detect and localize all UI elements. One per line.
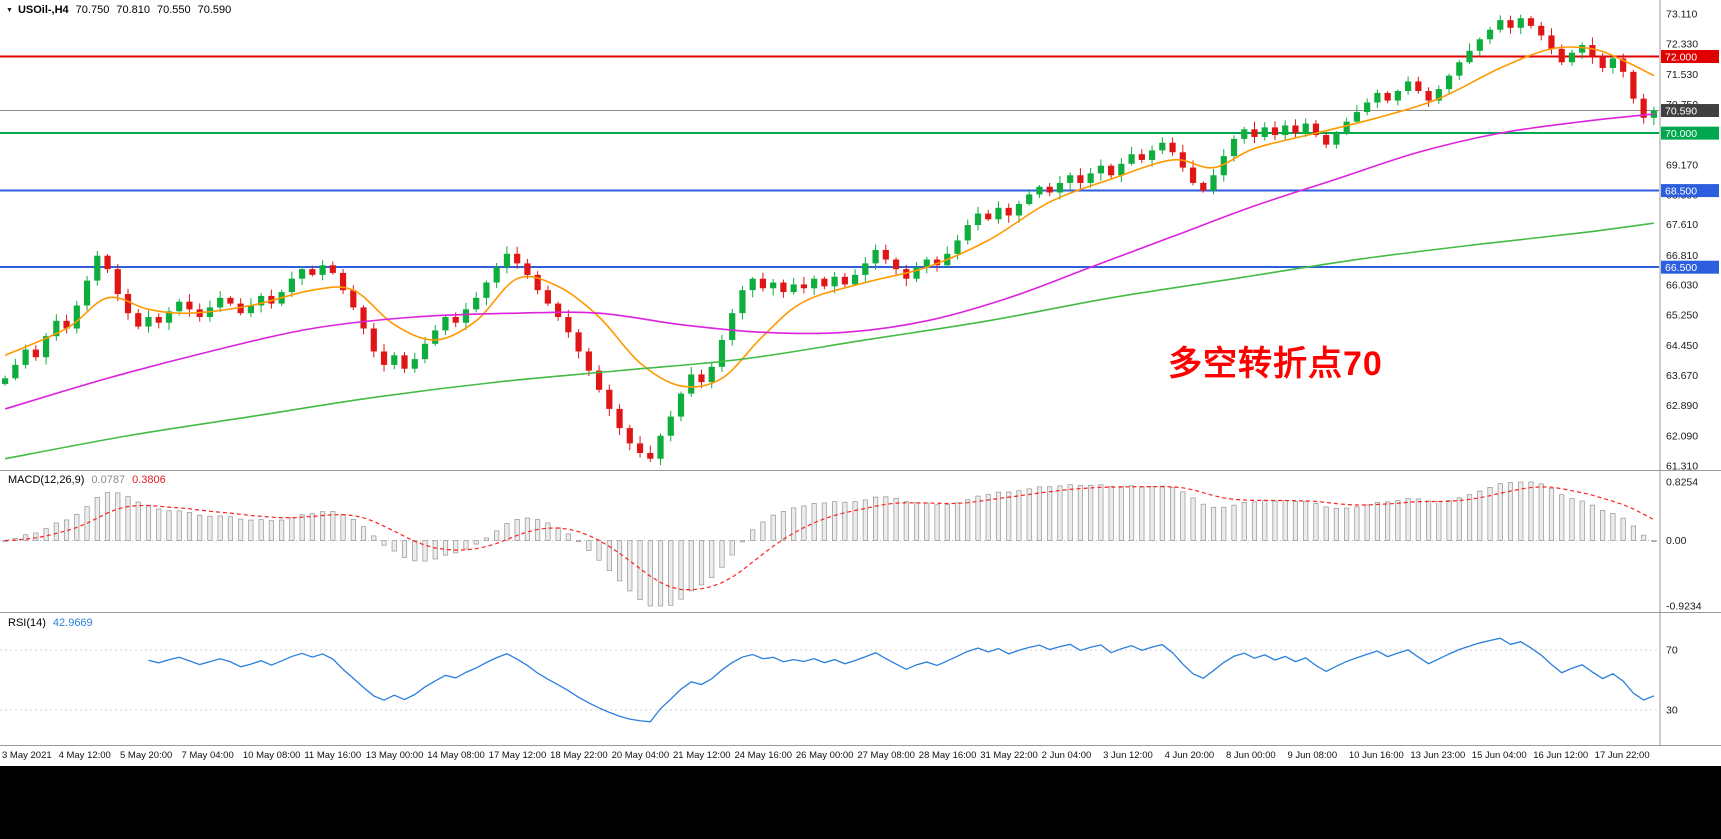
svg-text:62.090: 62.090 <box>1666 431 1698 443</box>
svg-text:28 May 16:00: 28 May 16:00 <box>919 750 977 761</box>
chart-annotation-text[interactable]: 多空转折点70 <box>1168 345 1383 383</box>
ohlc-close-value: 70.590 <box>197 4 232 16</box>
svg-text:17 Jun 22:00: 17 Jun 22:00 <box>1595 750 1650 761</box>
rsi-name: RSI(14) <box>8 617 46 629</box>
svg-text:3 Jun 12:00: 3 Jun 12:00 <box>1103 750 1153 761</box>
svg-text:63.670: 63.670 <box>1666 370 1698 382</box>
svg-text:2 Jun 04:00: 2 Jun 04:00 <box>1042 750 1092 761</box>
svg-text:3 May 2021: 3 May 2021 <box>2 750 52 761</box>
svg-text:5 May 20:00: 5 May 20:00 <box>120 750 172 761</box>
svg-text:7 May 04:00: 7 May 04:00 <box>181 750 233 761</box>
svg-text:11 May 16:00: 11 May 16:00 <box>304 750 361 761</box>
svg-text:61.310: 61.310 <box>1666 461 1698 473</box>
svg-text:70: 70 <box>1666 645 1678 657</box>
svg-text:64.450: 64.450 <box>1666 340 1698 352</box>
svg-text:26 May 00:00: 26 May 00:00 <box>796 750 854 761</box>
svg-text:4 Jun 20:00: 4 Jun 20:00 <box>1165 750 1215 761</box>
svg-text:70.590: 70.590 <box>1665 105 1697 117</box>
svg-text:9 Jun 08:00: 9 Jun 08:00 <box>1287 750 1337 761</box>
svg-text:0.00: 0.00 <box>1666 535 1687 547</box>
symbol-timeframe-label: USOil-,H4 <box>17 4 69 16</box>
svg-text:13 Jun 23:00: 13 Jun 23:00 <box>1410 750 1465 761</box>
svg-text:4 May 12:00: 4 May 12:00 <box>59 750 111 761</box>
svg-text:65.250: 65.250 <box>1666 310 1698 322</box>
svg-text:72.330: 72.330 <box>1666 38 1698 50</box>
svg-text:24 May 16:00: 24 May 16:00 <box>734 750 792 761</box>
svg-text:66.500: 66.500 <box>1665 262 1697 274</box>
svg-text:20 May 04:00: 20 May 04:00 <box>612 750 670 761</box>
svg-text:18 May 22:00: 18 May 22:00 <box>550 750 608 761</box>
macd-main-value: 0.0787 <box>91 474 126 486</box>
svg-text:15 Jun 04:00: 15 Jun 04:00 <box>1472 750 1527 761</box>
svg-text:14 May 08:00: 14 May 08:00 <box>427 750 485 761</box>
svg-text:16 Jun 12:00: 16 Jun 12:00 <box>1533 750 1588 761</box>
svg-text:67.610: 67.610 <box>1666 219 1698 231</box>
ohlc-low-value: 70.550 <box>156 4 191 16</box>
svg-text:30: 30 <box>1666 705 1678 717</box>
svg-text:68.500: 68.500 <box>1665 185 1697 197</box>
svg-text:31 May 22:00: 31 May 22:00 <box>980 750 1038 761</box>
macd-indicator-label: MACD(12,26,9) 0.0787 0.3806 <box>8 474 166 486</box>
svg-text:73.110: 73.110 <box>1666 9 1697 21</box>
svg-text:71.530: 71.530 <box>1666 69 1698 81</box>
svg-text:-0.9234: -0.9234 <box>1666 601 1702 613</box>
svg-text:10 May 08:00: 10 May 08:00 <box>243 750 301 761</box>
svg-text:72.000: 72.000 <box>1665 51 1697 63</box>
chart-title-bar: ▼ USOil-,H4 70.750 70.810 70.550 70.590 <box>6 4 231 16</box>
macd-signal-value: 0.3806 <box>132 474 166 486</box>
svg-text:70.000: 70.000 <box>1665 128 1697 140</box>
ohlc-high-value: 70.810 <box>116 4 150 16</box>
svg-text:13 May 00:00: 13 May 00:00 <box>366 750 424 761</box>
svg-text:62.890: 62.890 <box>1666 400 1698 412</box>
macd-name: MACD(12,26,9) <box>8 474 85 486</box>
svg-text:17 May 12:00: 17 May 12:00 <box>489 750 547 761</box>
svg-text:66.810: 66.810 <box>1666 250 1698 262</box>
svg-text:66.030: 66.030 <box>1666 280 1698 292</box>
rsi-value: 42.9669 <box>52 617 93 629</box>
svg-text:0.8254: 0.8254 <box>1666 477 1698 489</box>
svg-text:21 May 12:00: 21 May 12:00 <box>673 750 731 761</box>
svg-text:69.170: 69.170 <box>1666 159 1698 171</box>
svg-text:8 Jun 00:00: 8 Jun 00:00 <box>1226 750 1276 761</box>
svg-text:10 Jun 16:00: 10 Jun 16:00 <box>1349 750 1404 761</box>
rsi-indicator-label: RSI(14) 42.9669 <box>8 617 93 629</box>
ohlc-open-value: 70.750 <box>75 4 110 16</box>
svg-text:27 May 08:00: 27 May 08:00 <box>857 750 915 761</box>
symbol-dropdown-icon[interactable]: ▼ <box>6 6 13 14</box>
